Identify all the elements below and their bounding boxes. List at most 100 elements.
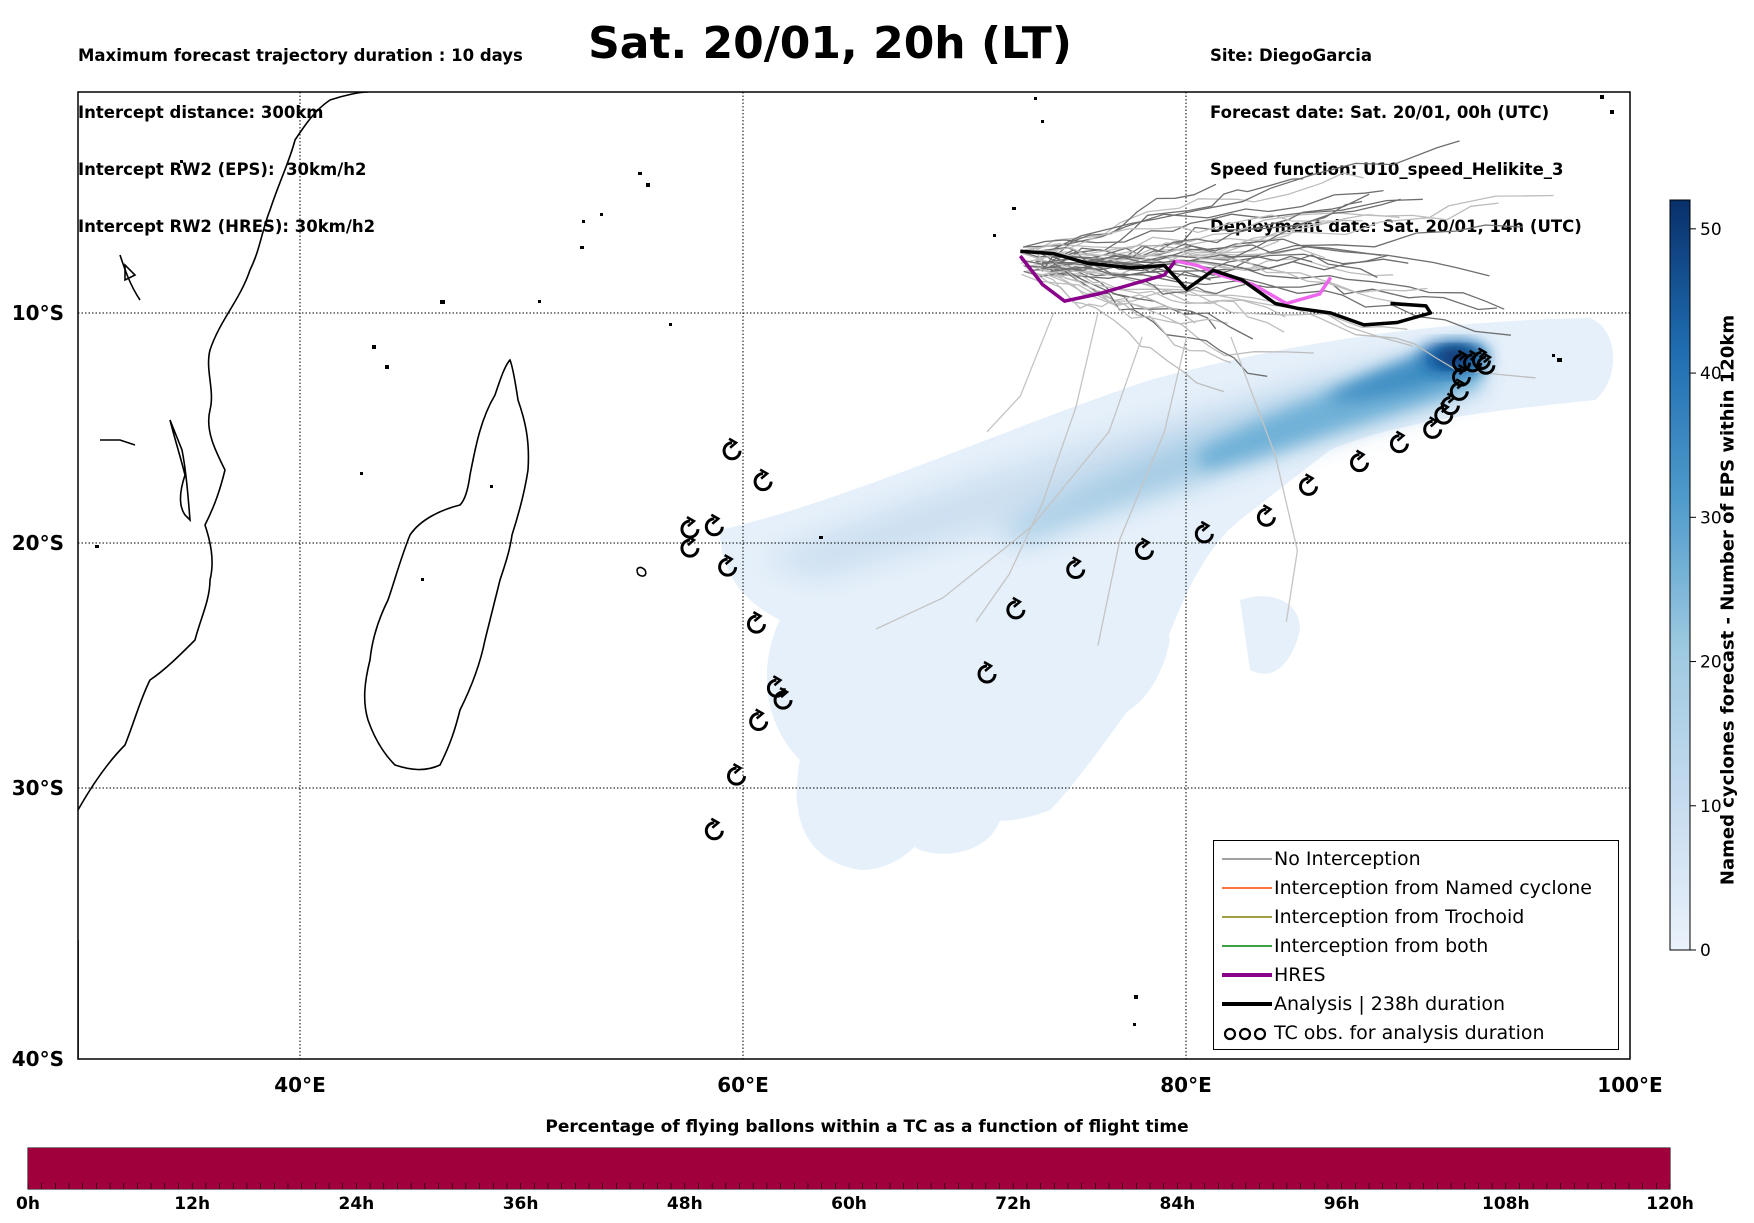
tc-observation-marker bbox=[1256, 504, 1276, 527]
eps-trajectory bbox=[1021, 273, 1314, 357]
eps-trajectory bbox=[1041, 256, 1505, 310]
eps-trajectory bbox=[1049, 178, 1304, 268]
lon-label: 60°E bbox=[717, 1073, 769, 1097]
eps-trajectory bbox=[975, 312, 1099, 623]
flight-time-tick-label: 24h bbox=[338, 1194, 375, 1214]
island-coast bbox=[124, 263, 137, 282]
flight-time-tick-label: 108h bbox=[1482, 1194, 1530, 1214]
africa-coast bbox=[78, 92, 369, 811]
eps-trajectory bbox=[1050, 254, 1389, 273]
colorbar-tick-label: 20 bbox=[1700, 653, 1722, 673]
coastlines bbox=[78, 92, 647, 1059]
eps-trajectory bbox=[1023, 270, 1254, 340]
tc-observation-marker bbox=[773, 687, 793, 710]
legend-line-icon bbox=[1222, 916, 1272, 918]
legend-line-icon bbox=[1222, 973, 1272, 977]
eps-trajectory bbox=[1024, 202, 1499, 251]
legend-item-no-interception: No Interception bbox=[1214, 845, 1618, 871]
tc-observation-marker bbox=[749, 708, 769, 731]
hres-track bbox=[1018, 254, 1177, 303]
legend-label: Interception from Named cyclone bbox=[1274, 877, 1592, 899]
tc-observations bbox=[680, 347, 1496, 841]
legend-item-hres: HRES bbox=[1214, 961, 1618, 987]
header-right-line: Forecast date: Sat. 20/01, 00h (UTC) bbox=[1210, 103, 1550, 122]
island-coast bbox=[636, 566, 647, 577]
flight-time-tick-label: 72h bbox=[995, 1194, 1032, 1214]
eps-trajectory bbox=[1040, 259, 1536, 379]
analysis-track bbox=[1020, 249, 1433, 327]
legend-item-trochoid: Interception from Trochoid bbox=[1214, 903, 1618, 929]
eps-trajectory bbox=[1028, 244, 1490, 277]
flight-time-tick-label: 48h bbox=[666, 1194, 703, 1214]
flight-time-tick-label: 60h bbox=[831, 1194, 867, 1214]
lon-axis-labels: 40°E 60°E 80°E 100°E bbox=[274, 1073, 1662, 1097]
tc-observation-marker bbox=[766, 675, 786, 698]
legend-label: Interception from both bbox=[1274, 935, 1489, 957]
colorbar-tick-label: 10 bbox=[1700, 797, 1722, 817]
header-left-line: Maximum forecast trajectory duration : 1… bbox=[78, 46, 523, 65]
header-right-line: Speed function: U10_speed_Helikite_3 bbox=[1210, 160, 1564, 179]
tc-observation-marker bbox=[1299, 473, 1319, 496]
colorbar-tick-label: 0 bbox=[1700, 941, 1711, 961]
colorbar-tick-label: 40 bbox=[1700, 364, 1722, 384]
tc-observation-marker bbox=[704, 513, 724, 537]
eps-trajectory bbox=[1033, 140, 1460, 255]
map-frame bbox=[77, 91, 1631, 1060]
tc-observation-marker bbox=[1134, 537, 1154, 560]
eps-trajectory bbox=[1041, 250, 1498, 311]
legend-label: TC obs. for analysis duration bbox=[1274, 1022, 1545, 1044]
tc-observation-marker bbox=[722, 437, 742, 461]
cyclone-density-field bbox=[720, 318, 1614, 870]
flight-time-bar-fill bbox=[28, 1148, 1670, 1189]
flight-time-bar-title: Percentage of flying ballons within a TC… bbox=[545, 1117, 1189, 1137]
header-right-line: Site: DiegoGarcia bbox=[1210, 46, 1373, 65]
header-left-line: Intercept RW2 (HRES): 30km/h2 bbox=[78, 217, 376, 236]
eps-trajectory bbox=[1051, 249, 1246, 295]
tc-observation-marker bbox=[1194, 520, 1214, 544]
island-markers bbox=[95, 95, 1614, 1026]
density-region bbox=[1240, 596, 1300, 674]
eps-trajectory bbox=[1028, 242, 1428, 294]
legend-line-icon bbox=[1222, 887, 1272, 889]
legend-item-both: Interception from both bbox=[1214, 932, 1618, 958]
eps-trajectory bbox=[1045, 273, 1232, 364]
coast-segment bbox=[119, 254, 141, 301]
eps-trajectory bbox=[1049, 224, 1523, 279]
flight-time-tick-label: 96h bbox=[1323, 1194, 1360, 1214]
density-region bbox=[980, 650, 1100, 770]
tc-observation-marker bbox=[1471, 347, 1491, 370]
tc-observation-marker bbox=[704, 817, 724, 841]
tc-observation-marker bbox=[680, 516, 700, 539]
colorbar-ticks: 0 10 20 30 40 50 bbox=[1690, 220, 1722, 961]
tc-observation-marker bbox=[746, 611, 766, 634]
legend-label: HRES bbox=[1274, 964, 1326, 986]
colorbar-title: Named cyclones forecast - Number of EPS … bbox=[1717, 314, 1739, 886]
legend-label: No Interception bbox=[1274, 848, 1421, 870]
tc-observation-marker bbox=[753, 468, 773, 492]
eps-trajectory bbox=[986, 312, 1055, 433]
eps-trajectory bbox=[1026, 269, 1173, 311]
madagascar-coast bbox=[363, 358, 530, 771]
legend-label: Interception from Trochoid bbox=[1274, 906, 1525, 928]
lon-label: 80°E bbox=[1160, 1073, 1212, 1097]
legend-line-icon bbox=[1222, 945, 1272, 947]
tc-observation-marker bbox=[1389, 430, 1409, 454]
eps-trajectory bbox=[1097, 336, 1188, 646]
density-region bbox=[790, 600, 980, 773]
eps-trajectories bbox=[875, 140, 1554, 646]
tc-observation-marker bbox=[727, 763, 746, 786]
tc-observation-marker bbox=[680, 535, 700, 558]
colorbar-tick-label: 30 bbox=[1700, 508, 1722, 528]
eps-trajectory bbox=[1230, 336, 1299, 622]
header-left: Maximum forecast trajectory duration : 1… bbox=[78, 8, 523, 255]
coast-segment bbox=[100, 439, 136, 446]
lat-label: 10°S bbox=[12, 301, 64, 325]
lat-label: 40°S bbox=[12, 1047, 64, 1071]
flight-time-tick-label: 36h bbox=[502, 1194, 539, 1214]
flight-time-tick-label: 120h bbox=[1646, 1194, 1694, 1214]
tc-observation-marker bbox=[1452, 349, 1471, 373]
header-left-line: Intercept RW2 (EPS): 30km/h2 bbox=[78, 160, 367, 179]
eps-trajectory bbox=[1041, 183, 1217, 272]
lat-label: 20°S bbox=[12, 531, 64, 555]
